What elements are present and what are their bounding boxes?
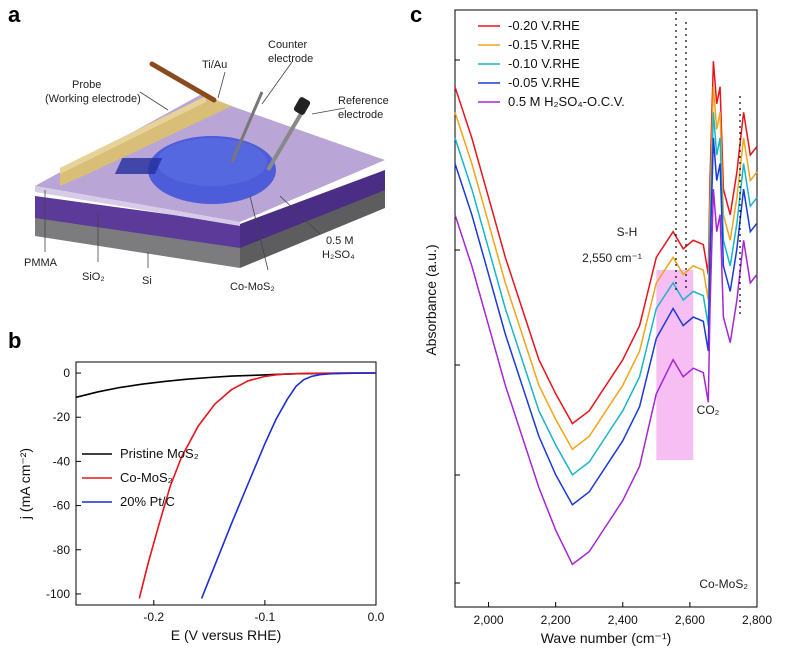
chart-b-y-tick-label: -60	[53, 499, 71, 513]
h2so4-conc-label: 0.5 M	[326, 235, 354, 247]
chart-c-x-tick-label: 2,600	[675, 613, 705, 627]
chart-b-x-axis-label: E (V versus RHE)	[171, 627, 281, 643]
chart-c-sh-wavenumber: 2,550 cm⁻¹	[582, 251, 642, 265]
chart-c-x-tick-label: 2,800	[742, 613, 772, 627]
chart-b-plot-frame	[75, 361, 377, 606]
panel-b: b -0.2 -0.1 0.0 0 -20 -40 -60 -80 -100 E (V versu…	[8, 328, 385, 643]
chart-b-series-line-1	[138, 372, 376, 599]
chart-b-y-tick-label: -80	[53, 543, 71, 557]
tiau-label: Ti/Au	[202, 59, 227, 71]
chart-c-legend-label: -0.20 V.RHE	[508, 18, 580, 33]
chart-c-plot-frame	[454, 9, 758, 608]
probe-rod	[149, 61, 217, 103]
pmma-edge	[35, 186, 240, 226]
panel-b-label: b	[8, 328, 21, 353]
reference-electrode	[266, 110, 304, 172]
chart-b: -0.2 -0.1 0.0 0 -20 -40 -60 -80 -100 E (V versus …	[17, 361, 385, 643]
chart-c-series-line-4	[454, 189, 758, 566]
counter-label: Counter	[268, 39, 307, 51]
chart-c-x-tick-label: 2,200	[541, 613, 571, 627]
chart-c-x-tick-label: 2,400	[608, 613, 638, 627]
chart-c-x-tick-label: 2,000	[474, 613, 504, 627]
chart-c-sample-label: Co-MoS₂	[699, 577, 748, 591]
chart-b-y-tick-label: -100	[46, 587, 70, 601]
probe-label: Probe	[72, 79, 101, 91]
comos2-label: Co-MoS₂	[230, 281, 275, 293]
probe-sublabel: (Working electrode)	[45, 93, 141, 105]
chart-b-y-tick-label: 0	[63, 366, 70, 380]
chart-b-series-line-2	[200, 372, 377, 599]
counter-electrode	[230, 91, 264, 163]
chart-c-sh-label: S-H	[617, 225, 638, 239]
chart-c-co2-label: CO₂	[697, 403, 720, 417]
chart-c: 2,000 2,200 2,400 2,600 2,800 Wave number (cm…	[423, 9, 772, 646]
panel-a: a	[8, 2, 389, 293]
reference-label: Reference	[338, 95, 389, 107]
pmma-label: PMMA	[24, 257, 58, 269]
si-layer-front	[35, 215, 240, 268]
counter-sublabel: electrode	[268, 53, 313, 65]
chart-b-y-tick-label: -40	[53, 454, 71, 468]
droplet-highlight	[157, 138, 267, 186]
sio2-layer-front	[35, 196, 240, 248]
chart-b-x-tick-label: 0.0	[368, 610, 385, 624]
panel-a-leaders	[44, 61, 346, 271]
panel-c-label: c	[410, 2, 422, 27]
reference-electrode-head	[293, 97, 311, 115]
chart-c-legend-label: -0.05 V.RHE	[508, 75, 580, 90]
chart-b-x-tick-label: -0.2	[143, 610, 164, 624]
si-layer-side	[240, 188, 385, 268]
chart-c-sh-band	[656, 270, 694, 460]
tiau-strip	[60, 96, 232, 186]
chart-b-legend-label: Pristine MoS₂	[120, 446, 199, 461]
panel-c: c 2,000 2,200 2,400 2,600 2,800 Wave number (…	[410, 2, 772, 646]
chart-c-legend-label: -0.10 V.RHE	[508, 56, 580, 71]
si-label: Si	[142, 275, 152, 287]
chart-c-x-axis-label: Wave number (cm⁻¹)	[541, 630, 672, 646]
chart-c-series-line-1	[454, 86, 758, 451]
chart-b-legend-label: Co-MoS₂	[120, 470, 173, 485]
chart-c-y-axis-label: Absorbance (a.u.)	[423, 244, 439, 355]
chart-b-x-tick-label: -0.1	[255, 610, 276, 624]
chart-b-y-axis-label: j (mA cm⁻²)	[17, 448, 33, 520]
chart-b-y-tick-label: -20	[53, 410, 71, 424]
sio2-label: SiO₂	[82, 271, 105, 283]
sio2-layer-side	[240, 170, 385, 248]
chart-c-series-line-3	[454, 137, 758, 506]
chart-c-legend-label: 0.5 M H₂SO₄-O.C.V.	[508, 94, 625, 109]
chart-c-series-line-2	[454, 112, 758, 476]
panel-a-label: a	[8, 2, 21, 27]
tiau-strip-front	[60, 96, 206, 174]
reference-sublabel: electrode	[338, 109, 383, 121]
co-mos2-flake	[114, 158, 163, 174]
chart-c-legend-label: -0.15 V.RHE	[508, 37, 580, 52]
chart-c-series-line-0	[454, 61, 758, 425]
chart-b-legend-label: 20% Pt/C	[120, 494, 175, 509]
h2so4-label: H₂SO₄	[322, 249, 355, 261]
